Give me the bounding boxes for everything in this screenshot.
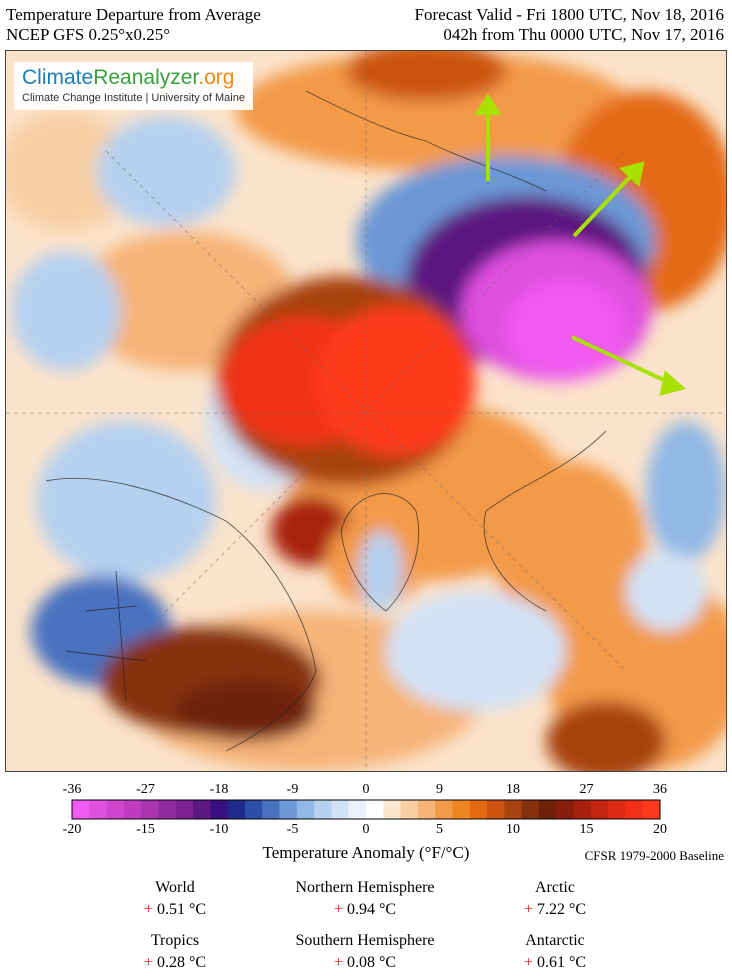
celsius-tick-label: -20 [62,822,82,837]
climate-reanalyzer-logo[interactable]: ClimateReanalyzer.org Climate Change Ins… [14,62,253,110]
coastlines [45,90,607,752]
stat-value: 7.22 °C [536,901,587,918]
stat-arctic: Arctic + 7.22 °C [455,878,655,920]
colorbar-swatch [556,800,575,819]
colorbar-swatch [435,800,453,819]
stat-tropics: Tropics + 0.28 °C [75,931,275,973]
colorbar-swatch [296,800,315,819]
graticule [6,51,726,771]
colorbar-swatch [590,800,609,819]
colorbar-swatch [521,800,540,819]
stat-sign: + [143,901,153,918]
logo-text-org: .org [198,66,235,89]
colorbar-title: Temperature Anomaly (°F/°C) [262,843,470,862]
stat-value: 0.28 °C [156,954,207,971]
colorbar-swatch [625,800,644,819]
colorbar-swatch [262,800,281,819]
fahrenheit-tick-label: -27 [136,782,155,797]
fahrenheit-tick-label: 9 [436,782,443,797]
colorbar-swatch [608,800,626,819]
celsius-tick-label: 5 [436,822,443,837]
colorbar-swatch [244,800,263,819]
stat-sign: + [333,901,343,918]
stat-southern-hemisphere: Southern Hemisphere + 0.08 °C [265,931,465,973]
anomaly-map-graphic [6,51,726,771]
colorbar-swatch [487,800,505,819]
celsius-tick-label: 15 [579,822,594,837]
stat-name: Tropics [150,932,200,949]
stat-sign: + [333,954,343,971]
colorbar-swatch [227,800,246,819]
fahrenheit-tick-label: -9 [286,782,299,797]
fahrenheit-tick-label: 36 [653,782,667,797]
colorbar-swatch [210,800,229,819]
colorbar-swatches [72,800,661,819]
celsius-tick-label: -5 [286,822,299,837]
model-source: NCEP GFS 0.25°x0.25° [6,25,171,44]
colorbar-swatch [279,800,298,819]
forecast-valid-time: Forecast Valid - Fri 1800 UTC, Nov 18, 2… [414,5,724,24]
colorbar-swatch [141,800,159,819]
celsius-tick-label: 20 [653,822,667,837]
stat-name: Southern Hemisphere [295,932,435,949]
colorbar-swatch [158,800,177,819]
celsius-tick-label: 0 [362,822,370,837]
colorbar-swatch [348,800,367,819]
stat-name: Arctic [535,879,575,896]
stat-value: 0.08 °C [346,954,397,971]
colorbar-swatch [366,800,384,819]
colorbar-swatch [452,800,471,819]
anomaly-map [5,50,727,772]
stat-world: World + 0.51 °C [75,878,275,920]
celsius-tick-label: -15 [136,822,155,837]
colorbar-swatch [573,800,592,819]
colorbar-swatch [504,800,523,819]
colorbar-swatch [314,800,332,819]
celsius-tick-label: -10 [209,822,229,837]
fahrenheit-tick-label: -18 [209,782,229,797]
stat-antarctic: Antarctic + 0.61 °C [455,931,655,973]
stat-name: World [155,879,195,896]
colorbar-swatch [89,800,108,819]
baseline-label: CFSR 1979-2000 Baseline [584,848,724,863]
stat-sign: + [523,901,533,918]
colorbar-swatch [642,800,661,819]
stat-value: 0.94 °C [346,901,397,918]
colorbar-swatch [400,800,419,819]
stat-northern-hemisphere: Northern Hemisphere + 0.94 °C [265,878,465,920]
colorbar-swatch [193,800,211,819]
anomaly-shading [6,51,726,771]
colorbar-swatch [469,800,488,819]
colorbar-swatch [106,800,125,819]
stat-name: Antarctic [525,932,585,949]
flow-arrows [474,93,687,396]
logo-subtitle: Climate Change Institute | University of… [22,92,245,104]
stat-value: 0.61 °C [536,954,587,971]
celsius-tick-label: 10 [506,822,520,837]
logo-text-reanalyzer: Reanalyzer [93,66,199,89]
fahrenheit-tick-label: 0 [362,782,370,797]
colorbar-swatch [538,800,557,819]
colorbar-swatch [383,800,402,819]
logo-text-climate: Climate [22,66,94,89]
fahrenheit-tick-label: 27 [579,782,594,797]
stat-sign: + [143,954,153,971]
stat-name: Northern Hemisphere [295,879,435,896]
colorbar [71,799,661,820]
fahrenheit-tick-label: 18 [506,782,520,797]
colorbar-swatch [123,800,142,819]
forecast-lead-time: 042h from Thu 0000 UTC, Nov 17, 2016 [443,25,724,44]
stat-sign: + [523,954,533,971]
colorbar-swatch [417,800,436,819]
stat-value: 0.51 °C [156,901,207,918]
colorbar-swatch [72,800,90,819]
colorbar-swatch [331,800,350,819]
colorbar-frame [71,799,661,820]
colorbar-swatch [175,800,194,819]
map-title: Temperature Departure from Average [6,5,261,24]
fahrenheit-tick-label: -36 [62,782,82,797]
